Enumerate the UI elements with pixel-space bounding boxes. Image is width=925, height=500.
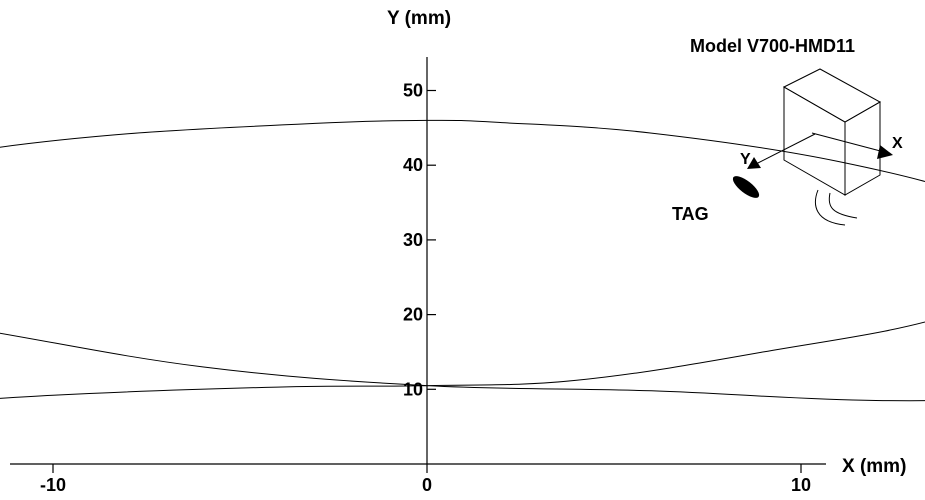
inset-x-label: X <box>892 135 903 152</box>
inset-title: Model V700-HMD11 <box>690 36 855 56</box>
x-ticks: -50-40-30-20-1001020304050 <box>0 464 925 495</box>
inset-y-label: Y <box>740 151 751 168</box>
y-ticks: 10 20 30 40 50 <box>403 81 436 400</box>
main-lobe-curve <box>0 120 925 464</box>
y-tick-label: 40 <box>403 155 423 175</box>
reader-head-icon <box>784 69 880 195</box>
y-axis-title: Y (mm) <box>387 8 451 29</box>
pattern-curves <box>0 120 925 464</box>
x-tick-label: 10 <box>791 475 811 495</box>
y-tick-label: 30 <box>403 230 423 250</box>
tag-icon <box>730 172 763 201</box>
cable-icon <box>815 190 857 225</box>
x-arrow-icon <box>812 133 893 159</box>
y-arrow-icon <box>747 134 815 169</box>
sensor-inset: Model V700-HMD11 X <box>672 36 903 225</box>
x-tick-label: 0 <box>422 475 432 495</box>
tag-label: TAG <box>672 204 709 224</box>
y-tick-label: 10 <box>403 379 423 399</box>
y-tick-label: 50 <box>403 81 423 101</box>
x-tick-label: -10 <box>40 475 66 495</box>
y-tick-label: 20 <box>403 305 423 325</box>
x-axis-title: X (mm) <box>842 456 906 477</box>
